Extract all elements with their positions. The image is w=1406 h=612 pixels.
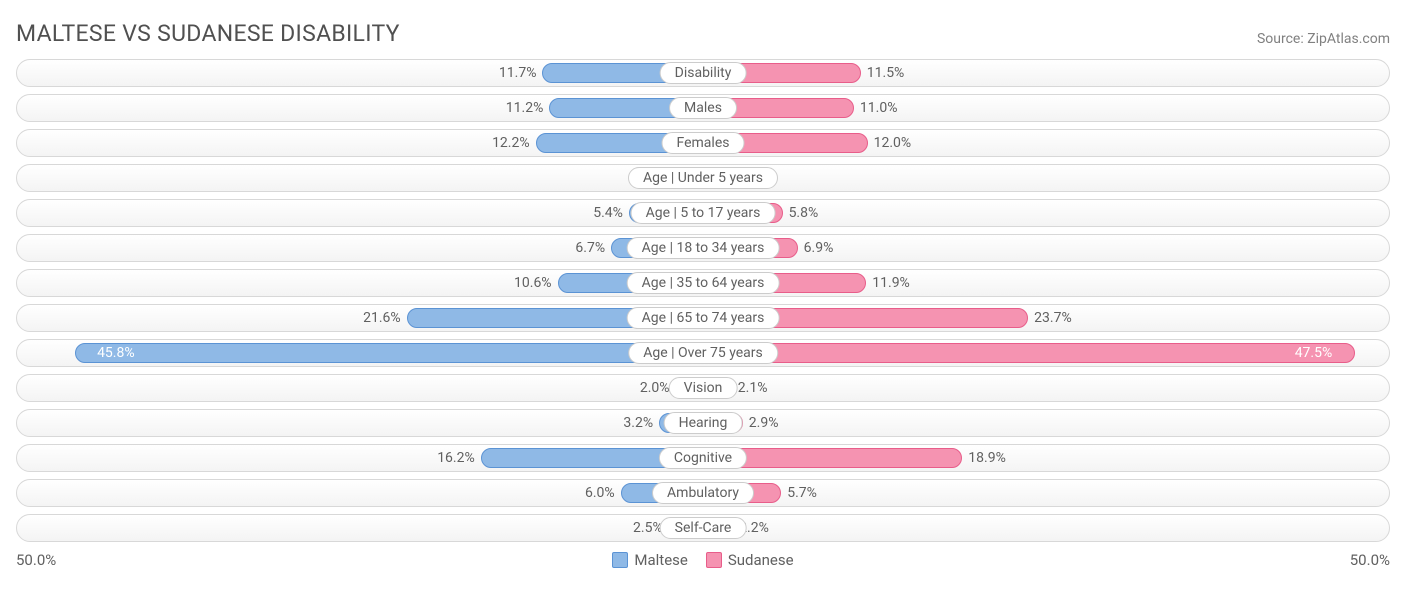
value-right: 23.7%	[1034, 305, 1072, 331]
chart-legend: Maltese Sudanese	[612, 551, 793, 569]
chart-row: 6.0% 5.7% Ambulatory	[16, 479, 1390, 507]
value-right: 12.0%	[874, 130, 912, 156]
category-label: Self-Care	[660, 517, 747, 539]
category-label: Age | 35 to 64 years	[627, 272, 780, 294]
category-label: Disability	[660, 62, 747, 84]
chart-row: 11.2% 11.0% Males	[16, 94, 1390, 122]
value-right: 11.0%	[860, 95, 898, 121]
category-label: Vision	[669, 377, 738, 399]
category-label: Age | 65 to 74 years	[627, 307, 780, 329]
chart-row: 10.6% 11.9% Age | 35 to 64 years	[16, 269, 1390, 297]
chart-body: 11.7% 11.5% Disability 11.2% 11.0% Males 12.2%…	[0, 59, 1406, 542]
value-right: 11.9%	[872, 270, 910, 296]
value-left: 2.0%	[640, 375, 670, 401]
category-label: Ambulatory	[652, 482, 754, 504]
chart-row: 6.7% 6.9% Age | 18 to 34 years	[16, 234, 1390, 262]
value-right: 5.8%	[789, 200, 819, 226]
chart-row: 16.2% 18.9% Cognitive	[16, 444, 1390, 472]
axis-left-max: 50.0%	[16, 551, 56, 569]
chart-row: 5.4% 5.8% Age | 5 to 17 years	[16, 199, 1390, 227]
chart-row: 2.0% 2.1%Vision	[16, 374, 1390, 402]
value-left: 6.0%	[585, 480, 615, 506]
value-left: 3.2%	[623, 410, 653, 436]
value-right: 5.7%	[787, 480, 817, 506]
category-label: Females	[662, 132, 745, 154]
chart-row: 1.3%1.1%Age | Under 5 years	[16, 164, 1390, 192]
chart-row: 11.7% 11.5% Disability	[16, 59, 1390, 87]
value-left: 11.7%	[499, 60, 537, 86]
value-right: 47.5%	[1295, 340, 1333, 366]
value-right: 2.1%	[738, 375, 768, 401]
legend-swatch-left	[612, 552, 628, 568]
value-left: 5.4%	[593, 200, 623, 226]
value-left: 16.2%	[437, 445, 475, 471]
chart-row: 21.6% 23.7% Age | 65 to 74 years	[16, 304, 1390, 332]
category-label: Cognitive	[659, 447, 747, 469]
value-right: 11.5%	[867, 60, 905, 86]
chart-footer: 50.0% Maltese Sudanese 50.0%	[0, 549, 1406, 569]
value-left: 10.6%	[514, 270, 552, 296]
bar-left	[75, 343, 703, 363]
chart-title: MALTESE VS SUDANESE DISABILITY	[16, 20, 400, 47]
category-label: Age | Over 75 years	[628, 342, 778, 364]
legend-label-right: Sudanese	[728, 551, 794, 569]
chart-row: 12.2% 12.0% Females	[16, 129, 1390, 157]
value-right: 2.9%	[749, 410, 779, 436]
chart-header: MALTESE VS SUDANESE DISABILITY Source: Z…	[0, 0, 1406, 59]
legend-item-left: Maltese	[612, 551, 687, 569]
chart-row: 45.8% 47.5% Age | Over 75 years	[16, 339, 1390, 367]
chart-source: Source: ZipAtlas.com	[1257, 31, 1390, 47]
category-label: Age | 5 to 17 years	[631, 202, 776, 224]
legend-label-left: Maltese	[634, 551, 687, 569]
category-label: Age | Under 5 years	[628, 167, 778, 189]
value-left: 12.2%	[492, 130, 530, 156]
bar-right	[703, 343, 1355, 363]
chart-row: 3.2% 2.9% Hearing	[16, 409, 1390, 437]
category-label: Hearing	[664, 412, 743, 434]
category-label: Males	[669, 97, 737, 119]
value-right: 18.9%	[968, 445, 1006, 471]
value-left: 11.2%	[506, 95, 544, 121]
legend-item-right: Sudanese	[706, 551, 794, 569]
value-right: 6.9%	[804, 235, 834, 261]
value-left: 6.7%	[575, 235, 605, 261]
value-left: 2.5%	[633, 515, 663, 541]
axis-right-max: 50.0%	[1350, 551, 1390, 569]
category-label: Age | 18 to 34 years	[627, 237, 780, 259]
value-left: 45.8%	[97, 340, 135, 366]
value-left: 21.6%	[363, 305, 401, 331]
chart-row: 2.5%2.2%Self-Care	[16, 514, 1390, 542]
legend-swatch-right	[706, 552, 722, 568]
